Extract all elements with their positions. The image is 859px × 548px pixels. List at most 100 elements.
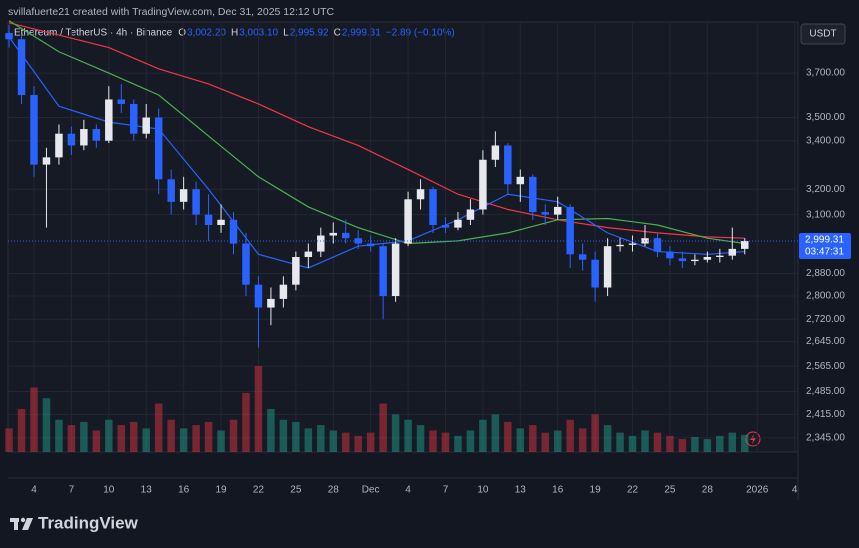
volume-bar — [317, 425, 325, 452]
legend-key: O — [178, 28, 186, 39]
volume-bar — [653, 432, 662, 452]
volume-bar — [703, 439, 712, 452]
candle-body — [267, 298, 275, 308]
volume-bar — [691, 436, 699, 452]
candle-body — [591, 259, 599, 288]
volume-bar — [641, 430, 649, 452]
volume-bar — [304, 428, 313, 452]
volume-bar — [516, 428, 525, 452]
volume-bar — [267, 409, 275, 452]
candle-body — [553, 206, 562, 215]
x-tick-label: 4 — [31, 485, 37, 496]
x-tick-label: 7 — [69, 485, 75, 496]
moving-average — [8, 22, 745, 239]
candle-body — [728, 248, 737, 256]
candle-body — [691, 259, 699, 262]
x-tick-label: Dec — [362, 485, 380, 496]
candle-body — [304, 251, 313, 258]
volume-bar — [179, 428, 188, 452]
candle-body — [429, 189, 437, 226]
candle-body — [716, 255, 724, 258]
volume-bar — [329, 430, 338, 452]
volume-bar — [741, 434, 749, 452]
volume-bar — [154, 403, 163, 452]
x-tick-label: 13 — [515, 485, 527, 496]
volume-bar — [454, 435, 462, 452]
candle-body — [641, 238, 649, 244]
volume-bar — [578, 428, 587, 452]
moving-average — [8, 20, 745, 245]
y-tick-label: 2,880.00 — [806, 268, 845, 279]
volume-bar — [479, 419, 487, 452]
legend-key: H — [231, 28, 238, 39]
candle-body — [55, 133, 63, 158]
logo-icon — [20, 517, 26, 523]
candle-body — [504, 145, 512, 185]
candle-body — [67, 133, 76, 146]
alert-icon[interactable] — [745, 431, 761, 447]
candle-body — [354, 238, 362, 244]
candle-body — [603, 246, 612, 288]
volume-bar — [130, 421, 138, 452]
volume-bar — [67, 425, 76, 452]
candle-body — [379, 246, 387, 297]
currency-box — [800, 23, 846, 45]
volume-bar — [55, 419, 63, 452]
candle-body — [92, 129, 101, 141]
candle-body — [154, 117, 163, 180]
x-tick-label: 22 — [253, 485, 265, 496]
volume-bar — [404, 419, 412, 452]
x-tick-label: 13 — [141, 485, 153, 496]
candle-body — [292, 257, 300, 285]
volume-bar — [716, 435, 724, 452]
candle-body — [217, 219, 225, 226]
candle-body — [404, 199, 412, 244]
volume-bar — [105, 419, 113, 452]
volume-bar — [466, 430, 475, 452]
x-tick-label: 22 — [627, 485, 639, 496]
volume-bar — [92, 430, 101, 452]
x-tick-label: 16 — [552, 485, 564, 496]
y-tick-label: 2,800.00 — [806, 291, 845, 302]
legend: Ethereum / TetherUS · 4h · Binance O 3,002… — [14, 28, 455, 39]
volume-bar — [553, 430, 562, 452]
volume-bar — [529, 425, 537, 452]
y-tick-label: 2,645.00 — [806, 336, 845, 347]
price-tag — [799, 233, 851, 260]
volume-bar — [254, 366, 263, 452]
candle-body — [529, 176, 537, 213]
x-tick-label: 16 — [178, 485, 190, 496]
plot-area — [7, 21, 799, 453]
x-tick-label: 7 — [443, 485, 449, 496]
x-tick-label: 10 — [477, 485, 489, 496]
volume-bar — [366, 432, 375, 452]
y-tick-label: 2,565.00 — [806, 361, 845, 372]
volume-bar — [5, 428, 13, 452]
candle-body — [142, 117, 150, 134]
header-credit: svillafuerte21 created with TradingView.… — [8, 6, 334, 18]
x-tick-label: 25 — [290, 485, 302, 496]
candle-body — [105, 99, 113, 141]
volume-bar — [728, 432, 737, 452]
legend-symbol: Ethereum / TetherUS · 4h · Binance — [14, 28, 173, 39]
volume-bar — [279, 419, 288, 452]
candle-body — [666, 251, 674, 259]
legend-key: L — [283, 28, 289, 39]
volume-bar — [666, 435, 674, 452]
y-tick-label: 3,200.00 — [806, 184, 845, 195]
volume-bar — [504, 421, 512, 452]
volume-bar — [354, 435, 362, 452]
alert-bolt — [750, 434, 756, 444]
candle-body — [491, 145, 500, 160]
candle-body — [17, 39, 26, 96]
currency: USDT — [809, 29, 836, 40]
logo-icon — [22, 518, 33, 530]
y-tick-label: 2,485.00 — [806, 386, 845, 397]
price-tag-countdown: 03:47:31 — [805, 247, 844, 258]
volume-bar — [541, 432, 549, 452]
x-tick-label: 10 — [103, 485, 115, 496]
volume-bar — [678, 439, 687, 452]
volume-bar — [30, 387, 38, 452]
volume-bar — [379, 403, 387, 452]
candle-body — [254, 284, 263, 308]
